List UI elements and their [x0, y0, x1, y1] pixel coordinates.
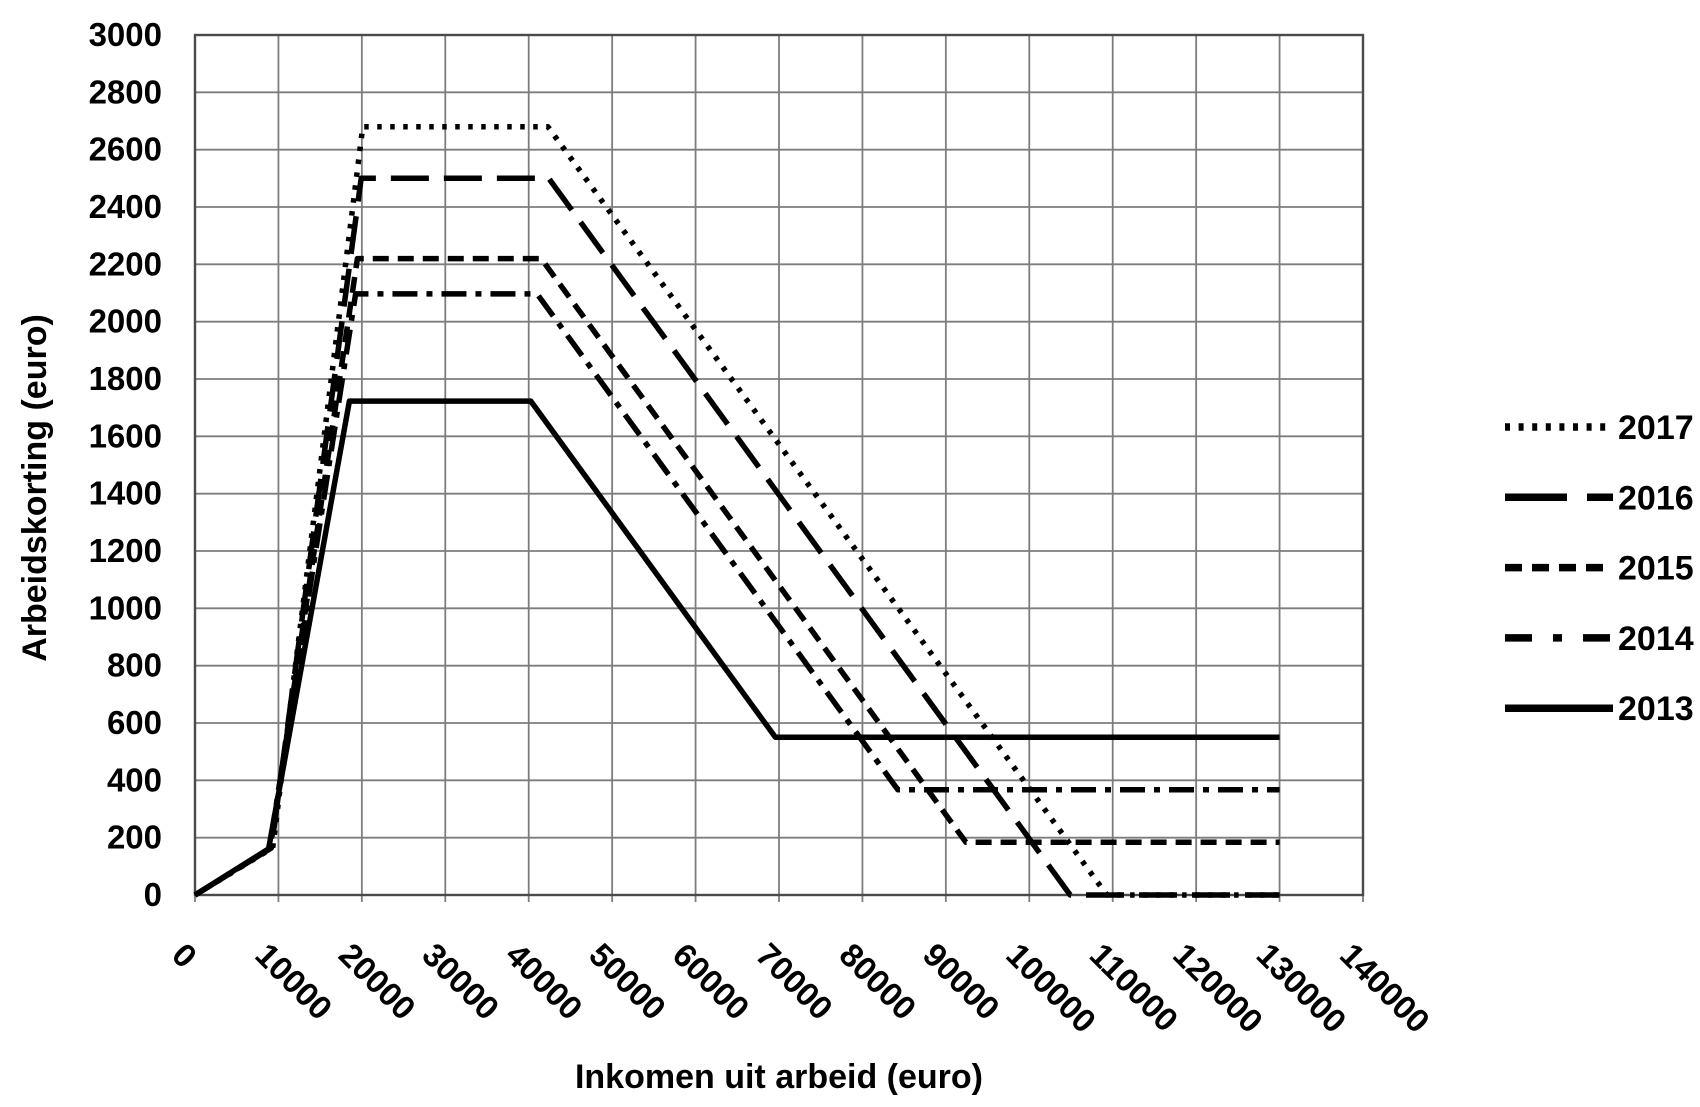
series-line-2015: [193, 255, 1280, 898]
series-line-2014: [193, 291, 1280, 898]
x-axis-title: Inkomen uit arbeid (euro): [575, 1058, 983, 1096]
legend-label-2017: 2017: [1618, 409, 1694, 447]
x-tick-label: 140000: [1333, 936, 1437, 1040]
x-tick-label: 130000: [1250, 936, 1354, 1040]
tick-labels: 0 100002000030000400005000060000700008000…: [89, 16, 1438, 1040]
y-tick-label: 1400: [89, 475, 162, 512]
y-tick-label: 3000: [89, 16, 162, 53]
legend-item-2015: 2015: [1505, 550, 1694, 588]
x-tick-label: 0: [165, 936, 204, 975]
legend-label-2014: 2014: [1618, 620, 1694, 658]
x-tick-label: 100000: [999, 936, 1103, 1040]
series-lines: [193, 123, 1280, 898]
y-tick-label: 2000: [89, 303, 162, 340]
legend-item-2013: 2013: [1505, 690, 1694, 728]
legend-item-2017: 2017: [1505, 409, 1694, 447]
legend-item-2016: 2016: [1505, 479, 1694, 517]
x-tick-label: 20000: [332, 936, 423, 1027]
x-tick-label: 50000: [582, 936, 673, 1027]
x-tick-label: 70000: [749, 936, 840, 1027]
y-tick-label: 2600: [89, 131, 162, 168]
x-tick-label: 40000: [499, 936, 590, 1027]
legend: 2017 2016 2015 2014 2013: [1505, 409, 1694, 728]
x-tick-label: 90000: [916, 936, 1007, 1027]
y-tick-label: 1200: [89, 532, 162, 569]
series-line-2017: [193, 123, 1280, 898]
x-tick-label: 30000: [415, 936, 506, 1027]
x-tick-label: 110000: [1083, 936, 1186, 1039]
legend-label-2016: 2016: [1618, 479, 1694, 517]
y-tick-label: 1600: [89, 417, 162, 454]
legend-label-2013: 2013: [1618, 690, 1694, 728]
plot-border: [193, 33, 1365, 897]
y-tick-label: 800: [107, 647, 162, 684]
y-tick-label: 600: [107, 704, 162, 741]
series-line-2016: [193, 175, 1280, 898]
y-tick-label: 2400: [89, 188, 162, 225]
x-tick-label: 120000: [1166, 936, 1270, 1040]
x-tick-label: 10000: [248, 936, 339, 1027]
x-tick-label: 80000: [832, 936, 923, 1027]
y-tick-label: 2200: [89, 245, 162, 282]
gridlines: [193, 33, 1365, 902]
y-tick-label: 400: [107, 761, 162, 798]
legend-label-2015: 2015: [1618, 550, 1694, 588]
y-tick-label: 200: [107, 819, 162, 856]
y-tick-label: 0: [144, 876, 162, 913]
y-tick-label: 1800: [89, 360, 162, 397]
y-axis-title: Arbeidskorting (euro): [16, 314, 54, 662]
x-tick-label: 60000: [666, 936, 757, 1027]
series-line-2013: [193, 398, 1280, 898]
y-tick-label: 1000: [89, 589, 162, 626]
y-tick-label: 2800: [89, 73, 162, 110]
legend-item-2014: 2014: [1505, 620, 1694, 658]
